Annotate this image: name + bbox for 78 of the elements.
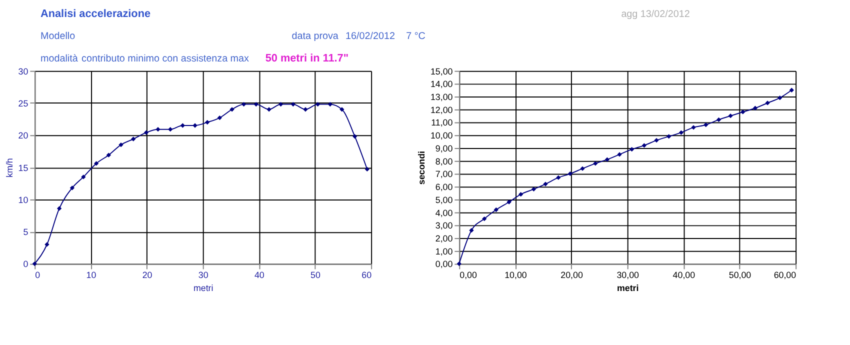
point	[168, 127, 173, 132]
x-tick-label: 10	[86, 270, 96, 280]
text: modalità	[40, 53, 78, 64]
text: agg 13/02/2012	[621, 8, 690, 20]
x-tick-label: 50	[310, 270, 320, 280]
x-tick-label: 60,00	[774, 270, 796, 280]
point	[106, 152, 111, 158]
text: 50 metri in 11.7"	[265, 52, 348, 64]
x-tick-label: 30	[198, 270, 208, 280]
point	[340, 107, 344, 112]
point	[364, 166, 370, 172]
x-tick-label: 0,00	[460, 270, 477, 280]
point	[156, 127, 160, 132]
point	[315, 102, 320, 107]
point	[205, 120, 210, 125]
point	[266, 107, 272, 112]
point	[81, 174, 86, 180]
y-tick-label: 6,00	[435, 182, 453, 192]
point	[254, 102, 258, 107]
y-tick-label: 9,00	[435, 143, 453, 154]
y-tick-label: 0,00	[435, 259, 453, 270]
text: 7 °C	[406, 31, 426, 42]
y-tick-label: 13,00	[430, 92, 453, 102]
y-tick-label: 4,00	[435, 208, 453, 218]
point	[180, 123, 185, 128]
point	[56, 206, 62, 211]
point	[131, 136, 136, 142]
text: data prova	[292, 31, 339, 42]
text: contributo minimo con assistenza max	[82, 53, 250, 64]
point	[32, 261, 37, 266]
y-tick-label: 0	[23, 259, 28, 270]
point	[241, 102, 246, 107]
point	[118, 142, 124, 148]
y-tick-label: 10	[18, 194, 28, 205]
point	[290, 102, 296, 107]
x-tick-label: 0	[35, 270, 40, 280]
point	[217, 115, 222, 120]
y-tick-label: 20	[18, 130, 28, 141]
text: 16/02/2012	[346, 31, 395, 42]
x-axis-title: metri	[193, 282, 214, 293]
y-tick-label: 2,00	[435, 234, 453, 244]
y-tick-label: 3,00	[435, 220, 453, 231]
y-tick-label: 14,00	[430, 79, 453, 90]
x-tick-label: 50,00	[728, 270, 752, 280]
point	[278, 102, 284, 107]
x-tick-label: 40	[254, 270, 264, 280]
point	[230, 107, 234, 112]
y-tick-label: 8,00	[435, 156, 453, 166]
x-tick-label: 20	[142, 270, 152, 280]
x-axis-title: metri	[616, 282, 639, 293]
y-tick-label: 12,00	[430, 104, 453, 115]
y-tick-label: 5,00	[435, 194, 453, 205]
x-tick-label: 30,00	[616, 270, 640, 280]
point	[328, 102, 332, 107]
y-tick-label: 1,00	[435, 246, 453, 256]
x-tick-label: 60	[362, 270, 372, 280]
text: Modello	[40, 31, 76, 42]
x-tick-label: 40,00	[672, 270, 696, 280]
y-tick-label: 10,00	[430, 130, 453, 141]
y-tick-label: 25	[18, 98, 28, 108]
point	[192, 123, 198, 128]
y-tick-label: 5	[23, 227, 28, 238]
point	[352, 134, 358, 139]
point	[94, 161, 99, 166]
point	[44, 242, 50, 247]
y-tick-label: 11,00	[431, 118, 453, 128]
y-axis-title: km/h	[4, 158, 14, 178]
point	[303, 107, 308, 112]
x-tick-label: 20,00	[560, 270, 583, 280]
y-tick-label: 30	[18, 66, 28, 76]
y-tick-label: 15,00	[430, 66, 453, 76]
x-tick-label: 10,00	[504, 270, 527, 280]
point	[70, 186, 75, 190]
y-axis-title: secondi	[416, 150, 426, 185]
chart-title: Analisi accelerazione	[40, 8, 151, 20]
y-tick-label: 7,00	[435, 169, 453, 180]
point	[144, 130, 149, 135]
y-tick-label: 15	[18, 162, 28, 173]
